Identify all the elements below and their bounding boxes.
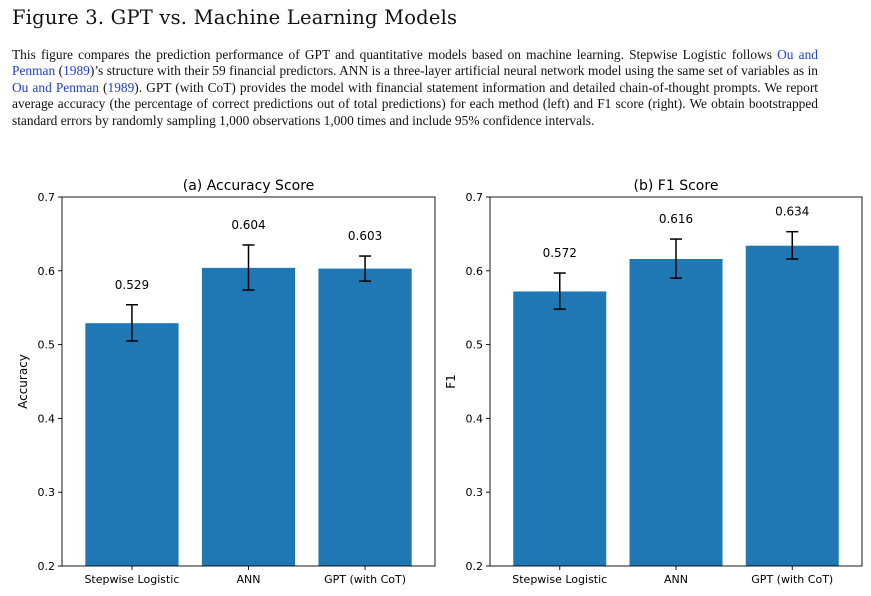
value-label-accuracy-0: 0.529 xyxy=(115,278,149,292)
y-tick-label-accuracy-0: 0.2 xyxy=(38,560,56,573)
citation-link-ou-penman-1[interactable]: Ou and Penman xyxy=(12,47,818,79)
bar-f1-2 xyxy=(745,245,839,566)
value-label-accuracy-1: 0.604 xyxy=(231,218,265,232)
y-tick-label-f1-0: 0.2 xyxy=(466,560,484,573)
figure-title: Figure 3. GPT vs. Machine Learning Model… xyxy=(12,6,458,29)
value-label-f1-1: 0.616 xyxy=(659,212,693,226)
y-tick-label-f1-3: 0.5 xyxy=(466,339,484,352)
x-tick-label-accuracy-2: GPT (with CoT) xyxy=(324,573,406,586)
x-tick-label-f1-0: Stepwise Logistic xyxy=(512,573,607,586)
y-tick-label-accuracy-5: 0.7 xyxy=(38,191,56,204)
bar-f1-0 xyxy=(513,291,607,566)
chart-title-accuracy: (a) Accuracy Score xyxy=(183,178,315,194)
y-tick-label-f1-2: 0.4 xyxy=(466,412,484,425)
y-tick-label-f1-5: 0.7 xyxy=(466,191,484,204)
y-axis-label-accuracy: Accuracy xyxy=(16,354,30,409)
citation-link-year-2[interactable]: 1989 xyxy=(107,79,135,95)
x-tick-label-accuracy-1: ANN xyxy=(237,573,261,586)
chart-title-f1: (b) F1 Score xyxy=(634,178,719,194)
bar-f1-1 xyxy=(629,258,723,566)
bar-accuracy-1 xyxy=(201,267,296,566)
value-label-f1-0: 0.572 xyxy=(543,246,577,260)
y-axis-label-f1: F1 xyxy=(444,374,458,389)
y-tick-label-f1-4: 0.6 xyxy=(466,265,484,278)
caption-text-1: This figure compares the prediction perf… xyxy=(12,47,778,62)
x-tick-label-f1-2: GPT (with CoT) xyxy=(751,573,833,586)
x-tick-label-accuracy-0: Stepwise Logistic xyxy=(84,573,179,586)
y-tick-label-accuracy-2: 0.4 xyxy=(38,412,56,425)
caption-text-4: ( xyxy=(98,79,108,95)
caption-text-2: ( xyxy=(55,63,64,79)
caption-text-3: )’s structure with their 59 financial pr… xyxy=(89,63,818,79)
bar-accuracy-0 xyxy=(85,323,179,566)
value-label-f1-2: 0.634 xyxy=(775,205,809,219)
y-tick-label-accuracy-1: 0.3 xyxy=(38,486,56,499)
caption-text-5: ). GPT (with CoT) provides the model wit… xyxy=(12,79,818,128)
figure-caption: This figure compares the prediction perf… xyxy=(12,47,818,129)
citation-link-ou-penman-2[interactable]: Ou and Penman xyxy=(12,79,99,95)
y-tick-label-accuracy-3: 0.5 xyxy=(38,339,56,352)
y-tick-label-f1-1: 0.3 xyxy=(466,486,484,499)
x-tick-label-f1-1: ANN xyxy=(664,573,688,586)
citation-link-year-1[interactable]: 1989 xyxy=(63,63,90,79)
chart-f1: 0.572 0.616 0.634 0.2 0.3 0.4 0.5 0.6 0.7 Stepwis… xyxy=(444,178,863,586)
y-tick-label-accuracy-4: 0.6 xyxy=(38,265,56,278)
bar-accuracy-2 xyxy=(318,268,412,566)
chart-accuracy: 0.529 0.604 0.603 0.2 0.3 0.4 0.5 0.6 0.7 Stepwis… xyxy=(16,178,436,586)
value-label-accuracy-2: 0.603 xyxy=(348,229,382,243)
